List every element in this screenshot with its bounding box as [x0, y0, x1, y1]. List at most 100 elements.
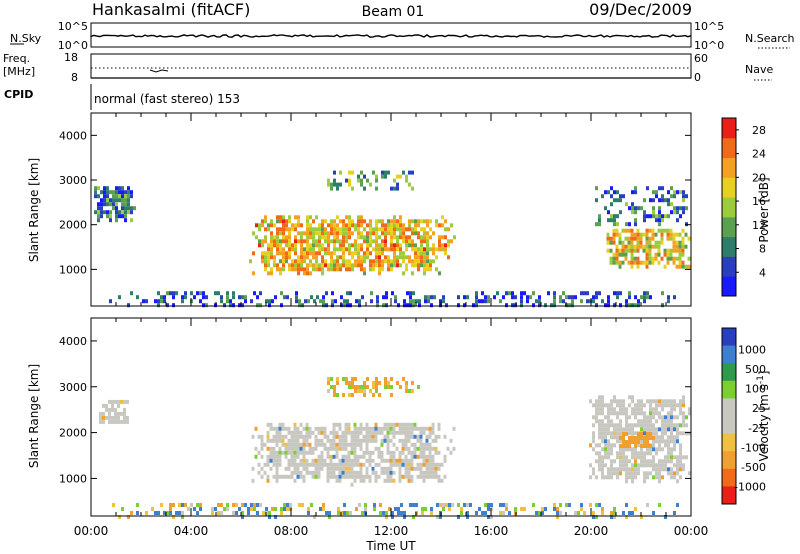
velocity-cell: [646, 471, 649, 476]
power-cell: [360, 178, 363, 183]
velocity-cell: [362, 462, 366, 467]
power-cell: [345, 239, 348, 244]
power-cell: [360, 235, 363, 240]
power-cell: [463, 303, 466, 308]
velocity-cbar-frame: [721, 327, 737, 505]
velocity-cell: [625, 407, 628, 412]
power-cell: [601, 194, 604, 199]
power-cell: [385, 291, 388, 296]
velocity-cell: [592, 447, 595, 452]
velocity-cell: [685, 423, 688, 428]
velocity-cell: [314, 466, 318, 471]
power-cell: [345, 259, 348, 264]
power-cell: [357, 223, 360, 228]
velocity-cell: [410, 422, 414, 427]
power-cell: [384, 239, 387, 244]
velocity-cell: [338, 422, 342, 427]
velocity-cell: [117, 399, 120, 404]
velocity-cell: [422, 462, 426, 467]
power-cell: [447, 255, 450, 260]
power-cell: [657, 248, 661, 253]
nsearch-label: N.Search: [745, 32, 795, 45]
velocity-cell: [383, 478, 387, 483]
velocity-cell: [640, 515, 643, 519]
power-cell: [369, 182, 372, 187]
velocity-cell: [431, 438, 435, 443]
velocity-cell: [445, 503, 448, 507]
power-cell: [663, 252, 667, 257]
velocity-cell: [373, 503, 376, 507]
power-cell: [118, 198, 121, 203]
power-cell: [655, 218, 658, 223]
velocity-cell: [386, 434, 390, 439]
velocity-cbar-label: Velocity [m s-1]: [756, 371, 771, 462]
power-cell: [384, 243, 387, 248]
power-cell: [273, 243, 276, 248]
power-cell: [396, 219, 399, 224]
power-cell: [675, 240, 679, 245]
power-cell: [442, 299, 445, 304]
velocity-cell: [117, 415, 120, 420]
power-cell: [651, 260, 655, 265]
power-cell: [414, 243, 417, 248]
velocity-cell: [272, 426, 276, 431]
velocity-cell: [592, 439, 595, 444]
velocity-cell: [676, 431, 679, 436]
power-cell: [432, 247, 435, 252]
power-cell: [297, 239, 300, 244]
power-cell: [396, 255, 399, 260]
velocity-cell: [670, 427, 673, 432]
velocity-cell: [628, 459, 631, 464]
velocity-cell: [428, 430, 432, 435]
power-cell: [457, 303, 460, 308]
velocity-cell: [365, 422, 369, 427]
power-cell: [100, 206, 103, 211]
velocity-cell: [658, 411, 661, 416]
velocity-cell: [380, 430, 384, 435]
velocity-cell: [628, 447, 631, 452]
velocity-cell: [661, 447, 664, 452]
velocity-cell: [643, 479, 646, 484]
power-cell: [375, 174, 378, 179]
velocity-cell: [448, 503, 451, 507]
power-cell: [163, 299, 166, 304]
velocity-cell: [595, 407, 598, 412]
velocity-cell: [466, 503, 469, 507]
power-cell: [592, 295, 595, 300]
velocity-cell: [278, 450, 282, 455]
velocity-cell: [371, 434, 375, 439]
velocity-cell: [625, 427, 628, 432]
velocity-cell: [290, 450, 294, 455]
velocity-cell: [266, 462, 270, 467]
power-cell: [264, 239, 267, 244]
power-cell: [412, 299, 415, 304]
velocity-cell: [287, 450, 291, 455]
power-cell: [375, 259, 378, 264]
power-cell: [321, 219, 324, 224]
velocity-cell: [664, 431, 667, 436]
power-cell: [375, 223, 378, 228]
power-cell: [384, 227, 387, 232]
power-cell: [583, 291, 586, 296]
velocity-cbar-tick-label: 25: [752, 402, 766, 415]
power-cell: [381, 231, 384, 236]
power-cell: [423, 235, 426, 240]
velocity-cell: [592, 515, 595, 519]
power-cell: [294, 235, 297, 240]
velocity-cell: [631, 479, 634, 484]
velocity-cell: [299, 458, 303, 463]
power-cell: [444, 247, 447, 252]
power-cell: [426, 251, 429, 256]
power-cell: [625, 202, 628, 207]
power-cell: [336, 227, 339, 232]
power-cell: [124, 206, 127, 211]
power-cell: [615, 260, 619, 265]
power-cell: [667, 202, 670, 207]
velocity-cell: [281, 442, 285, 447]
velocity-cell: [401, 458, 405, 463]
velocity-cell: [368, 462, 372, 467]
velocity-cell: [320, 430, 324, 435]
velocity-cell: [679, 451, 682, 456]
velocity-cell: [308, 462, 312, 467]
velocity-cell: [362, 450, 366, 455]
